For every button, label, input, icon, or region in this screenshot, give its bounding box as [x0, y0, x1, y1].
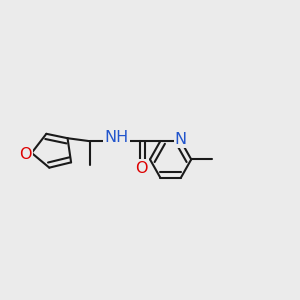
Text: NH: NH	[104, 130, 128, 145]
Text: O: O	[19, 147, 32, 162]
Text: O: O	[135, 161, 147, 176]
Text: N: N	[175, 132, 187, 147]
